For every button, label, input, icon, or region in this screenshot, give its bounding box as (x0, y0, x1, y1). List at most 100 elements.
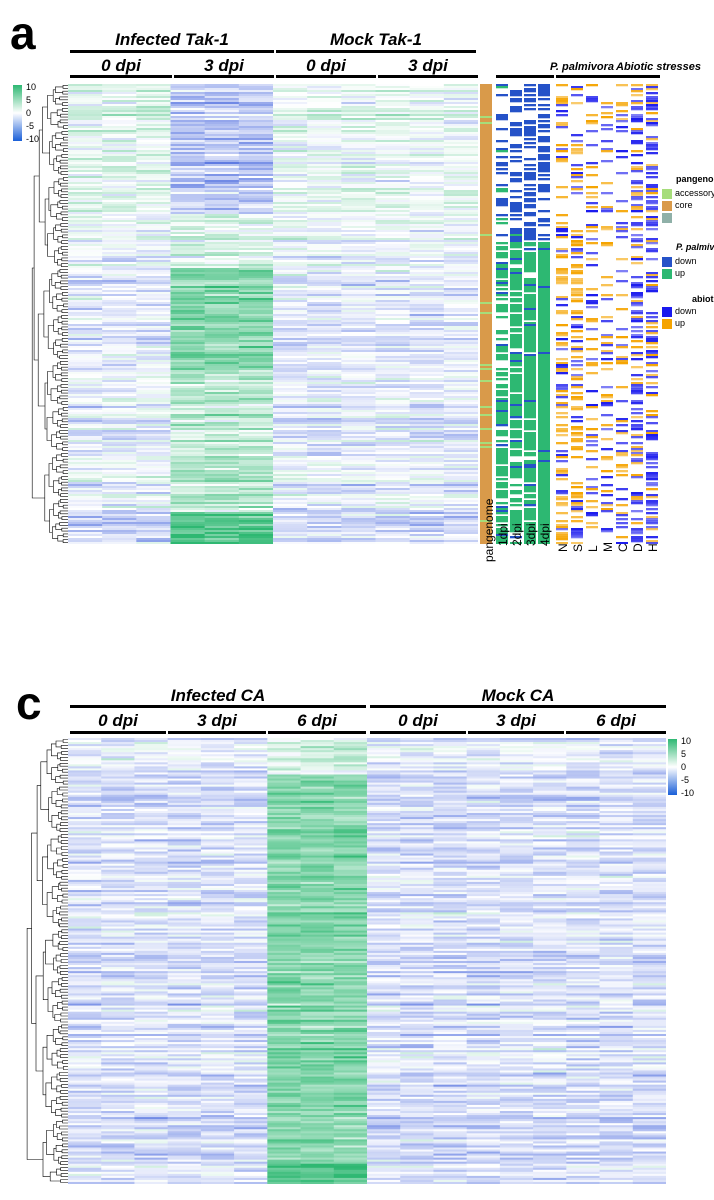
ann-ppalm-cell (538, 508, 550, 511)
ann-abiotic-cell (601, 490, 613, 493)
ann-abiotic-cell (631, 234, 643, 237)
ann-pangenome-cell (480, 88, 492, 91)
heat-a-cell (443, 490, 478, 493)
heat-a-cell (443, 506, 478, 509)
heat-a-cell (68, 380, 103, 383)
heat-a-cell (307, 116, 342, 119)
heat-a-cell (136, 398, 171, 401)
heat-a-cell (136, 182, 171, 185)
ann-ppalm-cell (538, 300, 550, 303)
heat-a-cell (136, 450, 171, 453)
heat-a-cell (307, 516, 342, 519)
heat-a-cell (273, 394, 308, 397)
heat-a-cell (204, 494, 240, 497)
heat-c-cell (632, 744, 666, 747)
heat-a-cell (68, 304, 103, 307)
heat-a-cell (204, 230, 240, 233)
heat-a-cell (204, 522, 240, 525)
heat-a-cell (273, 298, 308, 301)
ann-ppalm-cell (496, 448, 508, 451)
heat-a-cell (102, 204, 137, 207)
ann-pangenome-cell (480, 264, 492, 267)
heat-a-cell (409, 468, 445, 471)
heat-c-cell (499, 768, 534, 771)
dendro-a-branch (53, 181, 59, 194)
heat-c-cell (499, 766, 534, 769)
heat-a-cell (341, 388, 376, 391)
dendro-c-branch (57, 752, 62, 760)
heat-a-cell (443, 472, 478, 475)
heat-a-cell (443, 246, 478, 249)
heat-a-cell (238, 226, 274, 229)
heat-a-cell (136, 536, 171, 539)
ann-ppalm-cell (496, 528, 508, 531)
heat-a-cell (68, 190, 103, 193)
ann-abiotic-cell (601, 402, 613, 405)
ann-abiotic-cell (646, 224, 658, 227)
heat-a-cell (409, 436, 445, 439)
heat-a-cell (102, 304, 137, 307)
heat-a-cell (307, 468, 342, 471)
dendro-c-branch (45, 939, 54, 965)
heat-c-cell (101, 770, 135, 773)
heat-a-cell (136, 494, 171, 497)
heat-a-cell (409, 416, 445, 419)
heat-a-cell (136, 464, 171, 467)
heat-a-cell (102, 376, 137, 379)
heat-a-cell (341, 516, 376, 519)
heat-a-cell (170, 200, 205, 203)
heat-a-cell (273, 186, 308, 189)
heat-a-cell (136, 232, 171, 235)
ann-ppalm-cell (538, 366, 550, 369)
ann-abiotic-cell (631, 502, 643, 505)
heat-a-cell (238, 290, 274, 293)
heat-a-cell (170, 324, 205, 327)
ann-ppalm-cell (538, 440, 550, 443)
heat-a-cell (307, 368, 342, 371)
heat-c-cell (200, 758, 235, 761)
ann-pangenome-cell (480, 298, 492, 301)
ann-abiotic-cell (646, 352, 658, 355)
ann-abiotic-cell (601, 284, 613, 287)
heat-a-cell (238, 172, 274, 175)
heat-c-cell (400, 770, 434, 773)
ann-abiotic-cell (631, 384, 643, 387)
heat-a-cell (170, 252, 205, 255)
heat-a-cell (341, 110, 376, 113)
heat-a-cell (341, 280, 376, 283)
heat-a-cell (443, 362, 478, 365)
ann-abiotic-cell (631, 240, 643, 243)
ann-abiotic-cell (586, 196, 598, 199)
heat-a-cell (341, 278, 376, 281)
heat-a-cell (375, 488, 410, 491)
heat-a-cell (307, 340, 342, 343)
dendro-a-branch (61, 527, 68, 532)
heat-a-cell (443, 378, 478, 381)
heat-a-cell (443, 146, 478, 149)
heat-a-cell (375, 444, 410, 447)
ann-pangenome-cell (480, 430, 492, 433)
ann-ppalm-cell (538, 116, 550, 119)
heat-a-cell (409, 502, 445, 505)
ann-col-4dpi: 4dpi (538, 523, 552, 546)
heat-c-cell (533, 770, 567, 773)
ann-ppalm-cell (510, 364, 522, 367)
ann-ppalm-cell (510, 92, 522, 95)
heat-a-cell (204, 506, 240, 509)
heat-a-cell (409, 462, 445, 465)
heat-c-cell (267, 738, 301, 741)
heat-a-cell (170, 264, 205, 267)
ann-ppalm-cell (524, 354, 536, 357)
ann-ppalm-cell (510, 504, 522, 507)
heat-a-cell (170, 366, 205, 369)
heat-a-cell (170, 120, 205, 123)
ann-abiotic-cell (556, 222, 568, 225)
heat-c-cell (632, 738, 666, 741)
heat-a-cell (409, 514, 445, 517)
heat-a-cell (136, 350, 171, 353)
heat-a-cell (307, 314, 342, 317)
heat-a-cell (273, 536, 308, 539)
ann-abiotic-cell (556, 110, 568, 113)
dendro-a-branch (59, 119, 68, 124)
ann-ppalm-cell (510, 310, 522, 313)
